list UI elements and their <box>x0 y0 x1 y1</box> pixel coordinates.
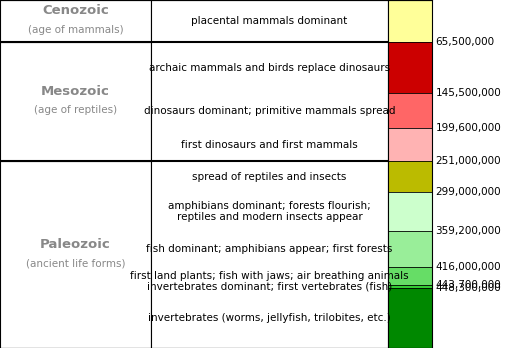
Bar <box>0 161 151 348</box>
Text: first land plants; fish with jaws; air breathing animals: first land plants; fish with jaws; air b… <box>130 271 409 281</box>
Bar <box>388 0 432 42</box>
Bar <box>151 0 388 348</box>
Text: Paleozoic: Paleozoic <box>40 238 111 251</box>
Bar <box>0 42 151 161</box>
Text: (age of reptiles): (age of reptiles) <box>34 105 117 115</box>
Text: 299,000,000: 299,000,000 <box>435 187 501 197</box>
Text: amphibians dominant; forests flourish;
reptiles and modern insects appear: amphibians dominant; forests flourish; r… <box>168 200 371 222</box>
Bar <box>388 93 432 128</box>
Text: invertebrates dominant; first vertebrates (fish): invertebrates dominant; first vertebrate… <box>147 282 392 291</box>
Text: (ancient life forms): (ancient life forms) <box>26 258 125 268</box>
Bar <box>388 128 432 161</box>
Text: 448,300,000: 448,300,000 <box>435 283 501 293</box>
Text: 251,000,000: 251,000,000 <box>435 156 501 166</box>
Bar <box>388 285 432 288</box>
Bar <box>388 231 432 267</box>
Text: 65,500,000: 65,500,000 <box>435 37 495 47</box>
Text: Mesozoic: Mesozoic <box>41 85 110 98</box>
Text: 416,000,000: 416,000,000 <box>435 262 501 272</box>
Text: invertebrates (worms, jellyfish, trilobites, etc.): invertebrates (worms, jellyfish, trilobi… <box>148 313 391 323</box>
Bar <box>388 161 432 192</box>
Text: 145,500,000: 145,500,000 <box>435 88 501 98</box>
Text: placental mammals dominant: placental mammals dominant <box>192 16 347 26</box>
Text: Cenozoic: Cenozoic <box>42 4 109 17</box>
Bar <box>388 288 432 348</box>
Bar <box>0 0 151 42</box>
Bar <box>388 0 432 348</box>
Text: 199,600,000: 199,600,000 <box>435 123 501 133</box>
Text: 443,700,000: 443,700,000 <box>435 280 501 290</box>
Bar <box>388 267 432 285</box>
Text: spread of reptiles and insects: spread of reptiles and insects <box>192 172 347 182</box>
Text: dinosaurs dominant; primitive mammals spread: dinosaurs dominant; primitive mammals sp… <box>144 106 396 116</box>
Text: archaic mammals and birds replace dinosaurs: archaic mammals and birds replace dinosa… <box>149 63 390 73</box>
Text: 359,200,000: 359,200,000 <box>435 226 501 236</box>
Bar <box>388 42 432 93</box>
Text: (age of mammals): (age of mammals) <box>28 25 123 35</box>
Text: first dinosaurs and first mammals: first dinosaurs and first mammals <box>181 140 358 150</box>
Bar <box>388 192 432 231</box>
Text: fish dominant; amphibians appear; first forests: fish dominant; amphibians appear; first … <box>146 244 393 254</box>
